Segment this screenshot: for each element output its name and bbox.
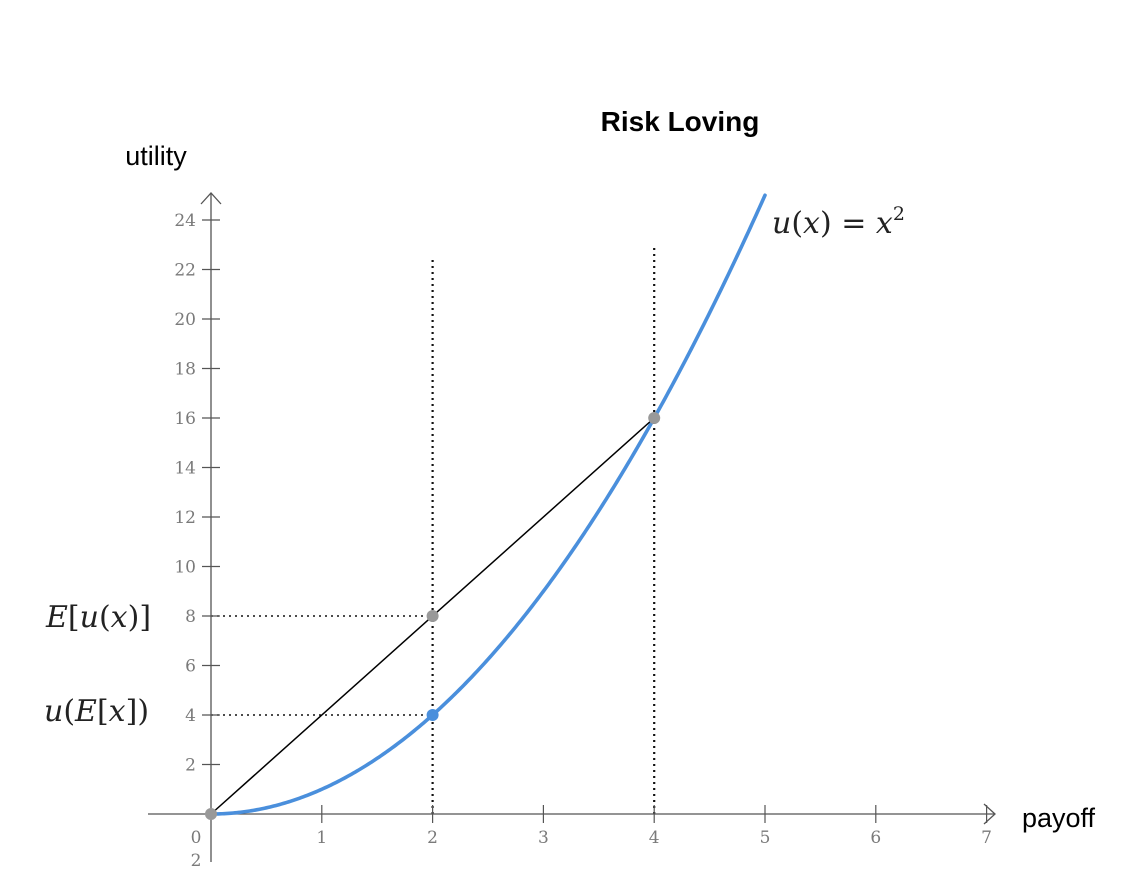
x-tick-label: 7 <box>981 828 992 848</box>
x-ticks: 0 1 2 3 4 5 6 7 <box>191 805 992 848</box>
data-point <box>426 610 439 622</box>
data-point <box>205 808 217 820</box>
series <box>209 193 767 816</box>
utility-of-expectation-label: u(E[x]) <box>44 694 149 729</box>
utility-curve <box>209 193 767 816</box>
y-axis-title: utility <box>125 141 187 171</box>
y-tick-label: 2 <box>185 756 196 776</box>
y-axis-arrow <box>200 192 222 205</box>
x-tick-label: 0 <box>191 828 202 848</box>
x-tick-label: 5 <box>760 828 771 848</box>
y-tick-label: 20 <box>174 310 196 330</box>
data-point <box>648 412 661 424</box>
x-tick-label: 2 <box>427 828 438 848</box>
data-point <box>426 709 439 721</box>
x-tick-label: 1 <box>316 828 327 848</box>
y-tick-label: 10 <box>174 558 196 578</box>
curve-label: u(x) = x2 <box>772 203 905 241</box>
y-tick-label: 16 <box>174 409 196 429</box>
x-tick-label: 3 <box>538 828 549 848</box>
x-axis-arrow <box>983 803 996 825</box>
y-tick-label: 2 <box>191 851 202 871</box>
data-points <box>205 412 661 820</box>
x-tick-label: 4 <box>649 828 660 848</box>
x-axis-title: payoff <box>1022 803 1096 833</box>
y-tick-label: 24 <box>174 211 196 231</box>
y-tick-label: 22 <box>174 261 196 281</box>
y-tick-label: 4 <box>185 706 196 726</box>
reference-lines <box>211 244 656 814</box>
y-tick-label: 12 <box>174 508 196 528</box>
y-tick-label: 18 <box>174 360 196 380</box>
x-tick-label: 6 <box>870 828 881 848</box>
axes <box>148 192 996 862</box>
y-tick-label: 6 <box>185 657 196 677</box>
y-tick-label: 8 <box>185 607 196 627</box>
expected-utility-label: E[u(x)] <box>45 600 151 635</box>
chart-title: Risk Loving <box>601 106 760 137</box>
y-tick-label: 14 <box>174 459 196 479</box>
